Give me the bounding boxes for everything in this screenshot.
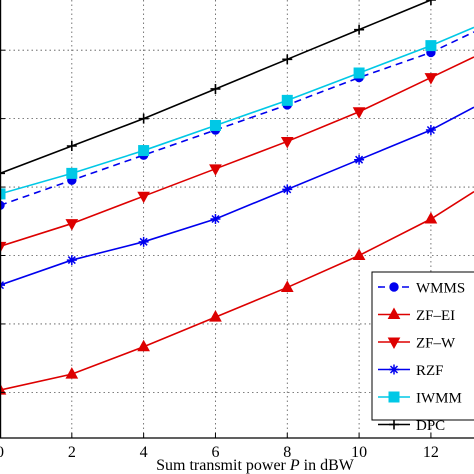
- data-point: [387, 337, 401, 350]
- series-zf-wf: [0, 56, 474, 254]
- data-point: [424, 211, 438, 224]
- data-point: [282, 54, 293, 65]
- data-point: [388, 391, 400, 403]
- x-tick-label: 6: [211, 444, 219, 461]
- legend-label: ZF–EI: [416, 308, 455, 324]
- data-point: [0, 241, 7, 254]
- series-line: [0, 190, 474, 391]
- series-iwmmse: [0, 26, 474, 200]
- x-axis-label-prefix: Sum transmit power: [156, 457, 290, 474]
- x-tick-label: 12: [423, 444, 439, 461]
- series-line: [0, 26, 474, 195]
- data-point: [210, 83, 221, 94]
- data-point: [66, 255, 77, 266]
- series-line: [0, 106, 474, 286]
- data-point: [354, 154, 365, 165]
- data-point: [389, 364, 399, 375]
- x-tick-label: 8: [283, 444, 291, 461]
- data-point: [66, 167, 78, 179]
- data-point: [210, 214, 221, 224]
- x-axis-label-variable: P: [289, 457, 300, 474]
- data-point: [209, 310, 222, 322]
- data-point: [0, 168, 5, 179]
- data-point: [138, 145, 150, 157]
- data-point: [424, 73, 438, 85]
- x-tick-label: 0: [0, 444, 4, 461]
- series-line: [0, 0, 433, 175]
- series-zf-ep: [0, 190, 474, 395]
- x-axis-label-suffix: in dBW: [300, 457, 355, 474]
- data-point: [354, 24, 365, 35]
- series-line: [0, 56, 474, 248]
- legend-label: ZF–W: [416, 336, 456, 352]
- data-point: [353, 67, 365, 79]
- data-point: [387, 307, 401, 319]
- legend-item: WMMS: [378, 281, 465, 297]
- data-point: [65, 219, 79, 231]
- x-axis-label: Sum transmit power P in dBW: [156, 457, 355, 474]
- x-tick-label: 4: [140, 444, 148, 461]
- series-dpc: [0, 0, 436, 179]
- data-point: [137, 339, 150, 352]
- legend-item: RZF: [378, 363, 444, 379]
- data-point: [138, 113, 149, 124]
- x-tick-label: 10: [351, 444, 367, 461]
- data-point: [389, 282, 399, 292]
- data-point: [425, 0, 436, 5]
- legend-label: RZF: [416, 363, 444, 379]
- legend-item: IWMM: [378, 391, 462, 407]
- data-point: [209, 119, 221, 131]
- data-point: [0, 188, 6, 200]
- data-point: [66, 141, 77, 151]
- legend-item: ZF–EI: [378, 307, 455, 324]
- data-point: [352, 248, 366, 260]
- axes: 0 2 4 6 8 10 12: [0, 0, 474, 461]
- data-point: [281, 94, 293, 106]
- data-point: [137, 191, 150, 204]
- x-tick-label: 2: [68, 444, 76, 461]
- data-point: [280, 136, 294, 149]
- data-point: [282, 184, 293, 195]
- legend-label: IWMM: [416, 391, 462, 407]
- data-point: [209, 164, 222, 176]
- series-lines: [0, 0, 474, 395]
- series-rzf: [0, 106, 474, 291]
- legend: WMMS ZF–EI ZF–W RZF IWMM DPC: [371, 271, 474, 434]
- legend-label: DPC: [416, 418, 445, 434]
- data-point: [425, 40, 437, 52]
- data-point: [138, 236, 149, 247]
- data-point: [425, 125, 436, 136]
- legend-item: ZF–W: [378, 336, 456, 352]
- data-point: [0, 383, 7, 395]
- data-point: [280, 280, 294, 292]
- data-point: [389, 419, 399, 430]
- legend-item: DPC: [378, 418, 445, 434]
- series-line: [0, 31, 474, 207]
- data-point: [352, 107, 366, 119]
- legend-label: WMMS: [416, 281, 465, 297]
- data-point: [65, 367, 79, 379]
